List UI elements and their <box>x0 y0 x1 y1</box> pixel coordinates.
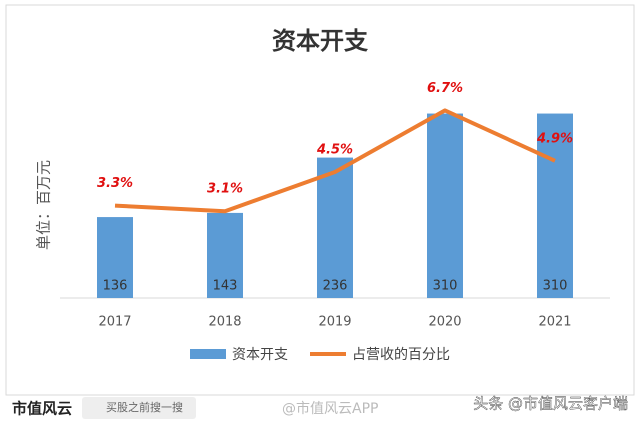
x-tick-label: 2018 <box>208 315 241 330</box>
line <box>114 108 556 214</box>
bar-value-label: 136 <box>103 279 128 294</box>
x-tick-label: 2021 <box>538 315 571 330</box>
chart-title: 资本开支 <box>272 27 369 55</box>
bar <box>537 113 573 298</box>
x-tick-label: 2017 <box>98 315 131 330</box>
y-axis-label: 单位：百万元 <box>35 160 53 250</box>
bar-value-label: 236 <box>323 279 348 294</box>
legend-label: 占营收的百分比 <box>352 347 450 363</box>
line-value-label: 6.7% <box>427 81 463 96</box>
footer-weibo: @市值风云APP <box>282 400 378 417</box>
bar-value-label: 310 <box>543 279 568 294</box>
line-value-label: 3.3% <box>97 176 133 191</box>
bar-value-label: 310 <box>433 279 458 294</box>
x-tick-label: 2019 <box>318 315 351 330</box>
search-box[interactable] <box>82 397 196 419</box>
line-value-label: 4.9% <box>536 131 573 146</box>
bar <box>427 113 463 298</box>
line-value-label: 3.1% <box>207 182 243 197</box>
legend-label: 资本开支 <box>232 347 288 363</box>
footer-toutiao: 头条 @市值风云客户端 <box>473 395 628 413</box>
x-tick-label: 2020 <box>428 315 461 330</box>
bar-value-label: 143 <box>213 279 238 294</box>
bar <box>97 217 133 298</box>
bar <box>317 157 353 298</box>
bar <box>207 212 243 298</box>
footer-brand: 市值风云 <box>12 400 72 418</box>
search-text[interactable]: 买股之前搜一搜 <box>106 400 183 414</box>
legend-swatch <box>190 349 226 359</box>
line-value-label: 4.5% <box>316 143 353 158</box>
